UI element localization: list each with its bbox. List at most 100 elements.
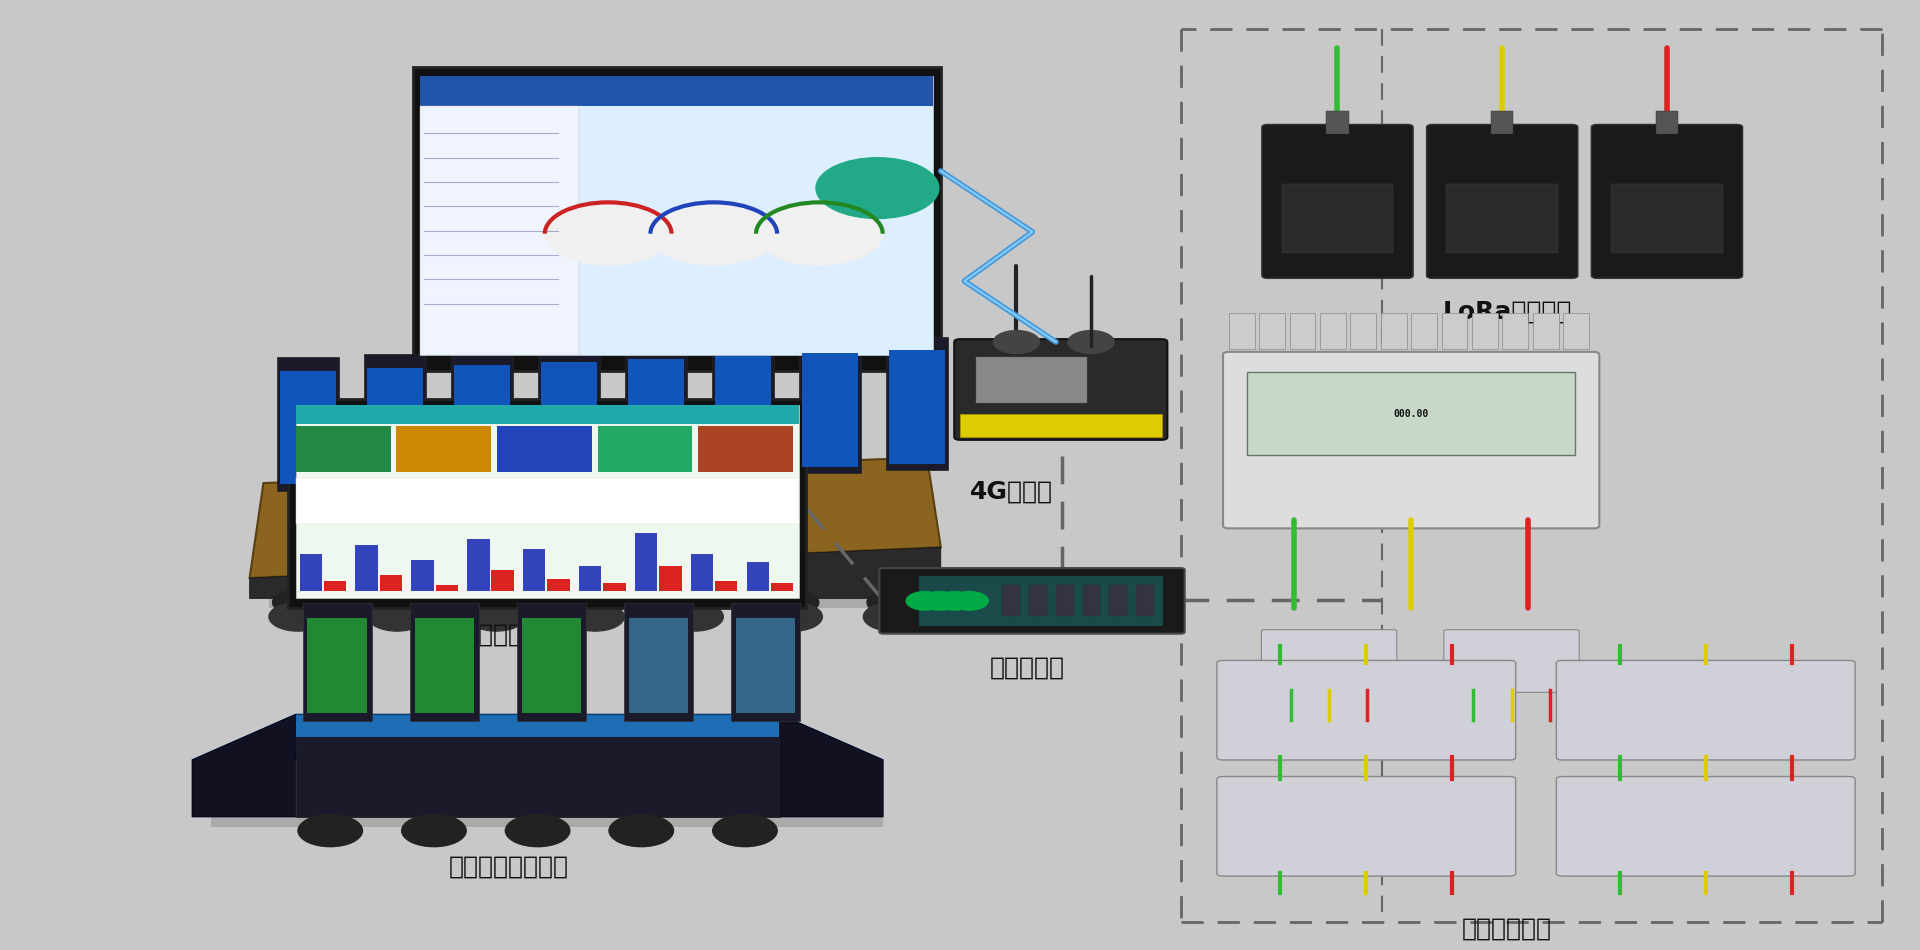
Bar	[516, 602, 586, 721]
Circle shape	[401, 815, 467, 846]
FancyBboxPatch shape	[269, 587, 941, 608]
Bar	[624, 346, 687, 479]
Circle shape	[816, 158, 939, 219]
Bar	[1327, 111, 1348, 134]
Bar	[628, 359, 684, 472]
Bar	[296, 427, 390, 472]
Bar	[541, 362, 597, 475]
Text: 企业能耗管理平台: 企业能耗管理平台	[449, 855, 568, 879]
Bar	[1321, 314, 1346, 349]
Circle shape	[269, 602, 326, 631]
Bar	[296, 406, 799, 424]
Bar	[1501, 314, 1528, 349]
Bar	[580, 566, 601, 591]
FancyBboxPatch shape	[879, 568, 1185, 634]
Bar	[307, 618, 367, 712]
Circle shape	[764, 602, 822, 631]
Bar	[467, 539, 490, 591]
Bar	[1380, 314, 1407, 349]
Polygon shape	[780, 714, 883, 817]
FancyBboxPatch shape	[1217, 776, 1515, 876]
Text: 政府能耗管理平台: 政府能耗管理平台	[449, 622, 568, 646]
Bar	[960, 414, 1162, 437]
FancyBboxPatch shape	[288, 399, 806, 608]
Bar	[1492, 111, 1513, 134]
Bar	[365, 354, 426, 488]
Bar	[630, 618, 687, 712]
Bar	[396, 427, 492, 472]
Bar	[538, 349, 601, 482]
Bar	[547, 579, 570, 591]
FancyBboxPatch shape	[1557, 660, 1855, 760]
Bar	[597, 427, 693, 472]
Bar	[1290, 314, 1315, 349]
FancyBboxPatch shape	[296, 406, 799, 598]
Bar	[699, 427, 793, 472]
Circle shape	[570, 590, 620, 615]
Bar	[276, 357, 340, 491]
Bar	[296, 479, 799, 524]
Bar	[436, 585, 459, 591]
Text: 000.00: 000.00	[1394, 408, 1428, 419]
FancyBboxPatch shape	[1427, 124, 1578, 278]
Text: 分布式多回路: 分布式多回路	[1463, 917, 1551, 940]
Bar	[920, 576, 1164, 625]
FancyBboxPatch shape	[1223, 352, 1599, 528]
Bar	[1655, 111, 1678, 134]
Circle shape	[651, 202, 778, 265]
Bar	[1563, 314, 1590, 349]
Circle shape	[756, 202, 883, 265]
Bar	[1137, 585, 1154, 617]
Circle shape	[993, 331, 1039, 353]
Bar	[1056, 585, 1073, 617]
FancyBboxPatch shape	[420, 76, 933, 355]
FancyBboxPatch shape	[1217, 660, 1515, 760]
FancyBboxPatch shape	[1261, 124, 1413, 278]
Bar	[885, 337, 948, 470]
Bar	[603, 583, 626, 591]
Polygon shape	[250, 458, 941, 578]
FancyBboxPatch shape	[954, 339, 1167, 440]
Bar	[1350, 314, 1377, 349]
Bar	[522, 549, 545, 591]
Bar	[355, 545, 378, 591]
Bar	[1446, 184, 1559, 253]
Circle shape	[545, 202, 672, 265]
Bar	[636, 533, 657, 591]
Polygon shape	[192, 714, 883, 760]
Bar	[712, 343, 774, 476]
FancyBboxPatch shape	[211, 813, 883, 826]
Circle shape	[566, 602, 624, 631]
FancyBboxPatch shape	[1444, 630, 1578, 693]
Polygon shape	[250, 547, 941, 598]
Bar	[455, 365, 511, 478]
Circle shape	[1068, 331, 1114, 353]
Bar	[300, 554, 323, 591]
Bar	[799, 340, 860, 473]
Bar	[324, 580, 346, 591]
Bar	[975, 357, 1087, 403]
Bar	[420, 76, 933, 106]
FancyBboxPatch shape	[1261, 630, 1398, 693]
Circle shape	[470, 590, 522, 615]
Bar	[1281, 184, 1394, 253]
Bar	[367, 368, 422, 481]
Circle shape	[369, 602, 426, 631]
Bar	[747, 562, 770, 591]
Bar	[1532, 314, 1559, 349]
Bar	[1260, 314, 1284, 349]
Bar	[409, 602, 478, 721]
Bar	[1611, 184, 1722, 253]
Circle shape	[922, 592, 958, 610]
Bar	[1110, 585, 1127, 617]
Bar	[451, 352, 513, 484]
Bar	[497, 427, 591, 472]
Bar	[420, 106, 580, 355]
Bar	[492, 570, 515, 591]
Bar	[889, 351, 945, 464]
Bar	[772, 583, 793, 591]
Bar	[1411, 314, 1436, 349]
Circle shape	[609, 815, 674, 846]
Circle shape	[864, 602, 922, 631]
Circle shape	[664, 602, 724, 631]
